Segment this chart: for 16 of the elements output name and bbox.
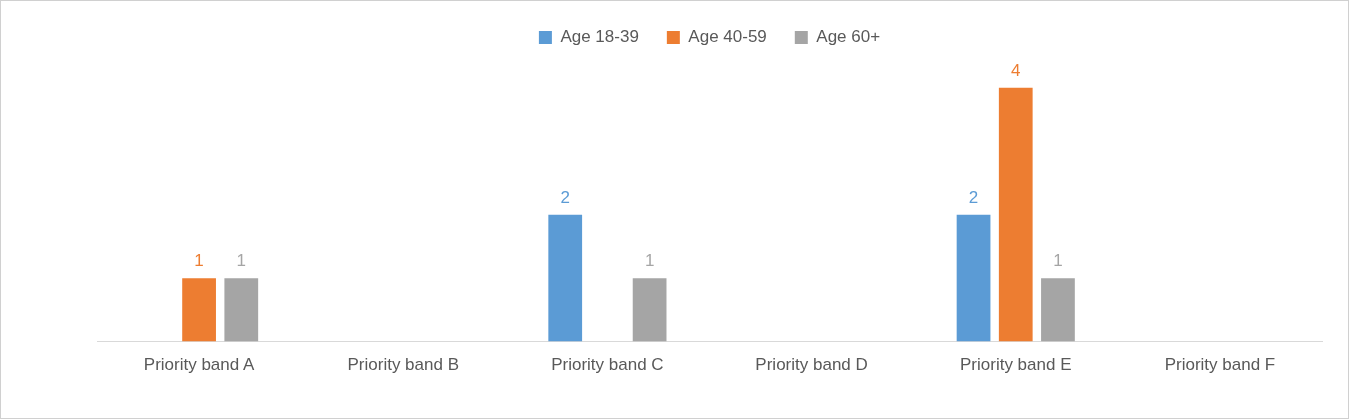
data-label: 1 xyxy=(194,251,204,271)
x-tick-label: Priority band F xyxy=(1164,355,1276,375)
data-label: 1 xyxy=(644,251,655,271)
data-label: 1 xyxy=(1053,251,1063,271)
legend-label: Age 60+ xyxy=(816,27,881,47)
x-tick-label: Priority band E xyxy=(960,355,1072,375)
data-label: 2 xyxy=(968,187,979,207)
x-tick-label: Priority band C xyxy=(551,355,664,375)
data-label: 1 xyxy=(236,251,247,271)
x-tick-label: Priority band B xyxy=(347,355,459,375)
legend-label: Age 40-59 xyxy=(688,27,767,47)
data-label: 4 xyxy=(1011,60,1021,80)
legend-label: Age 18-39 xyxy=(560,27,639,47)
x-tick-label: Priority band A xyxy=(143,355,256,375)
data-label: 2 xyxy=(560,187,570,207)
x-tick-label: Priority band D xyxy=(755,355,868,375)
